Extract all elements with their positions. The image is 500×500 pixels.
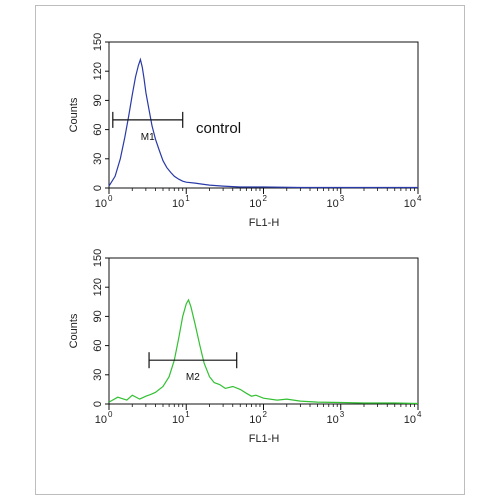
y-tick-label: 30 [92,153,104,165]
x-tick-label-exponent: 1 [185,410,190,419]
x-axis-label: FL1-H [249,217,280,229]
y-axis-ticks: 0 30 60 90 120 150 [92,33,109,191]
gate-marker-m2: M2 [148,352,238,383]
x-tick-label-exponent: 3 [340,194,345,203]
gate-label: M1 [141,132,155,143]
y-tick-label: 60 [92,339,104,351]
x-tick-label-base: 10 [249,198,261,210]
y-tick-label: 120 [92,278,104,296]
x-tick-label-base: 10 [404,414,416,426]
x-tick-label-base: 10 [327,198,339,210]
annotation-control: control [196,120,241,137]
y-axis-label: Counts [68,97,80,132]
x-tick-label-exponent: 2 [263,194,268,203]
figure-frame [35,5,465,495]
x-tick-label-exponent: 0 [108,410,113,419]
x-tick-label-base: 10 [172,414,184,426]
plot-area-border [108,257,419,405]
plot-area-border [108,41,419,189]
y-tick-label: 60 [92,123,104,135]
gate-marker-m1: M1 [112,111,184,143]
y-axis-label: Counts [68,313,80,348]
x-tick-label-base: 10 [95,414,107,426]
x-tick-label-exponent: 2 [263,410,268,419]
x-axis-ticks: 10 0 10 1 10 2 10 3 10 4 [95,188,422,210]
y-tick-label: 150 [92,249,104,267]
x-tick-label-exponent: 4 [417,194,422,203]
y-tick-label: 150 [92,33,104,51]
x-axis-label: FL1-H [249,433,280,445]
x-tick-label-base: 10 [404,198,416,210]
series-line-sample [108,298,419,405]
y-tick-label: 90 [92,310,104,322]
y-tick-label: 0 [92,185,104,191]
y-tick-label: 90 [92,94,104,106]
x-tick-label-exponent: 4 [417,410,422,419]
x-tick-label-base: 10 [327,414,339,426]
x-tick-label-base: 10 [172,198,184,210]
y-tick-label: 0 [92,401,104,407]
x-tick-label-base: 10 [95,198,107,210]
x-tick-label-base: 10 [249,414,261,426]
x-tick-label-exponent: 3 [340,410,345,419]
x-axis-ticks: 10 0 10 1 10 2 10 3 10 4 [95,404,422,426]
y-axis-ticks: 0 30 60 90 120 150 [92,249,109,407]
y-tick-label: 120 [92,62,104,80]
x-tick-label-exponent: 1 [185,194,190,203]
series-line-control [108,57,418,189]
gate-label: M2 [186,372,200,383]
y-tick-label: 30 [92,369,104,381]
x-tick-label-exponent: 0 [108,194,113,203]
